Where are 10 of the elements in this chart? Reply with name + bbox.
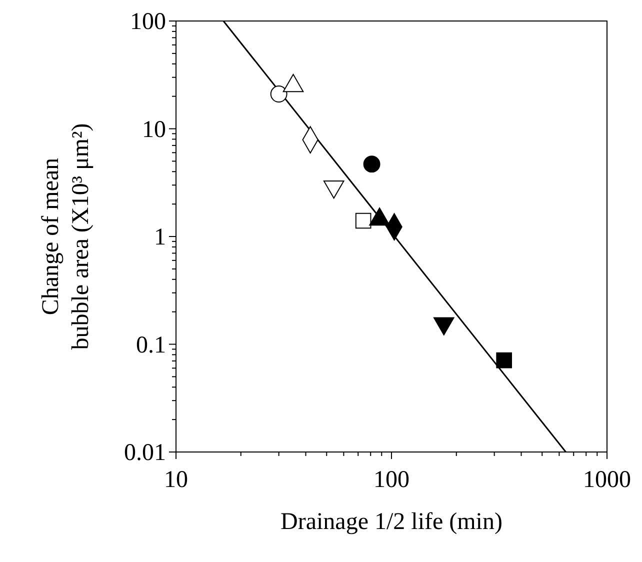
y-tick-label: 10	[142, 116, 166, 143]
y-tick-label: 100	[130, 9, 166, 35]
y-tick-label: 1	[154, 224, 166, 250]
y-tick-label: 0.1	[136, 332, 166, 358]
y-axis-title: Change of mean bubble area (X10³ μm²)	[38, 123, 94, 350]
x-tick-label: 1000	[583, 467, 631, 493]
x-axis-title: Drainage 1/2 life (min)	[280, 509, 502, 535]
x-tick-label: 10	[164, 467, 188, 493]
y-tick-label: 0.01	[124, 440, 166, 466]
x-tick-label: 100	[374, 467, 410, 493]
